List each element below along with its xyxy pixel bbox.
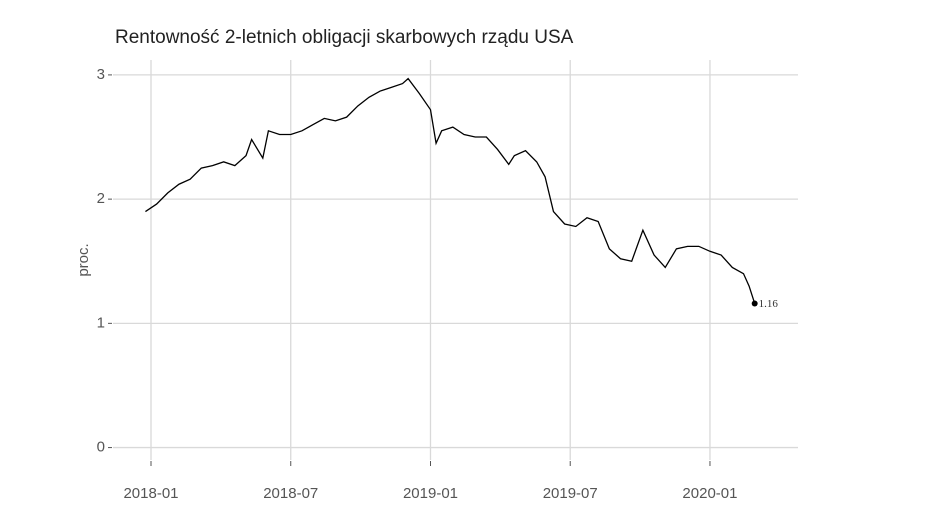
x-tick-label: 2019-07: [543, 485, 598, 502]
grid: [113, 60, 798, 460]
x-tick-label: 2019-01: [403, 485, 458, 502]
x-tick-label: 2018-01: [123, 485, 178, 502]
y-tick-label: 0: [97, 439, 105, 456]
y-axis-label: proc.: [75, 243, 92, 276]
line: [145, 77, 756, 304]
chart-title: Rentowność 2-letnich obligacji skarbowyc…: [115, 27, 574, 48]
y-tick-label: 3: [97, 66, 105, 83]
end-point: [751, 300, 758, 307]
x-tick-label: 2020-01: [682, 485, 737, 502]
x-tick-label: 2018-07: [263, 485, 318, 502]
data-label: 1.16: [759, 298, 779, 310]
y-tick-label: 1: [97, 314, 105, 331]
y-tick-label: 2: [97, 190, 105, 207]
